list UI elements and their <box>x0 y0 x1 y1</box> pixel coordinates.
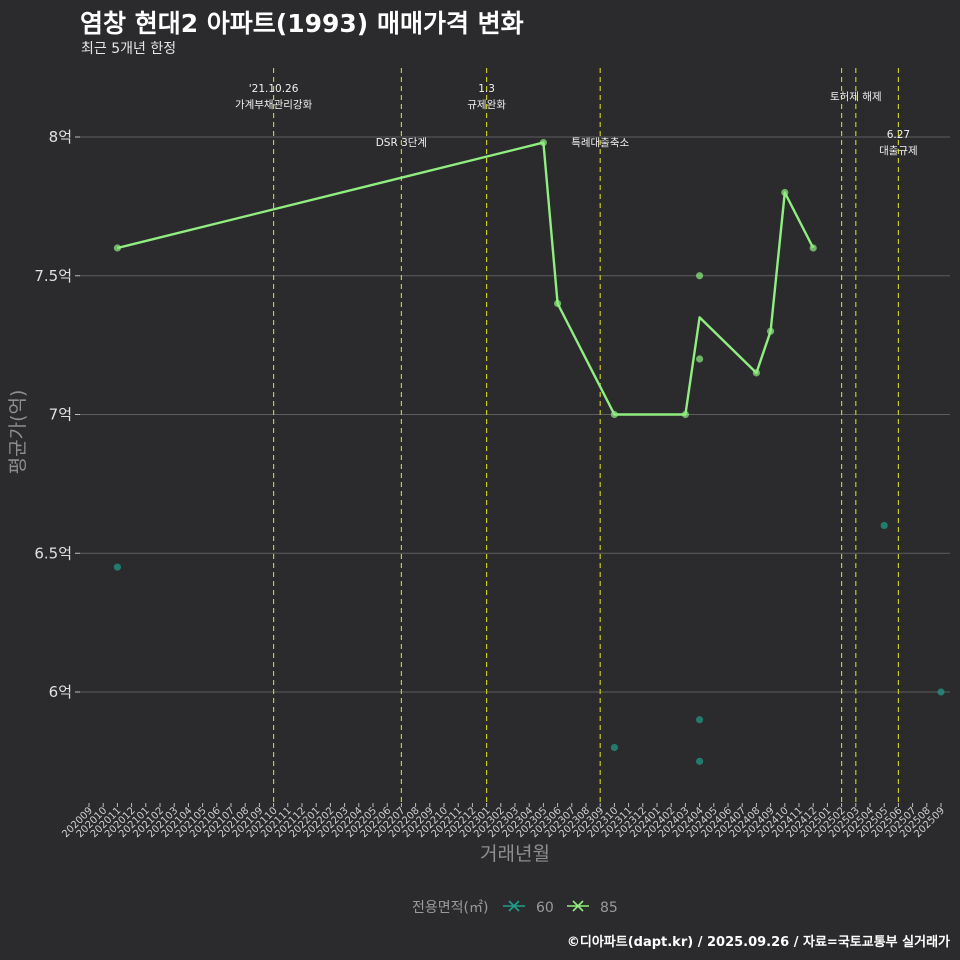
y-tick-label: 7억 <box>49 406 72 424</box>
legend-label: 85 <box>600 900 618 916</box>
y-axis-title: 평균가(억) <box>7 390 29 475</box>
data-point-85 <box>696 272 704 280</box>
data-point-85 <box>809 244 817 252</box>
event-label: 6.27 <box>887 129 910 141</box>
data-point-85 <box>539 138 548 147</box>
y-tick-label: 7.5억 <box>34 267 72 285</box>
data-point-60 <box>696 757 704 765</box>
legend-label: 60 <box>536 900 554 916</box>
data-point-85 <box>113 244 121 252</box>
legend-swatch-cross <box>508 900 520 912</box>
legend-swatch-cross <box>572 900 584 912</box>
gridlines <box>75 136 950 693</box>
event-label: 가계부채관리강화 <box>235 99 313 111</box>
data-point-60 <box>610 743 619 752</box>
data-point-85 <box>610 410 619 419</box>
chart-subtitle: 최근 5개년 한정 <box>81 41 177 57</box>
event-label: 규제완화 <box>467 98 506 111</box>
legend: 전용면적(㎡) 60 85 <box>412 900 618 916</box>
data-point-85 <box>681 410 690 419</box>
series-line-85 <box>117 141 815 416</box>
data-point-85 <box>781 188 789 197</box>
y-tick-label: 6억 <box>49 683 72 701</box>
data-point-60 <box>937 688 945 696</box>
legend-entry-85: 85 <box>567 900 618 916</box>
x-axis-title: 거래년월 <box>480 843 550 865</box>
x-axis-ticks: 2020092020102020112020122021012021022021… <box>60 803 947 840</box>
chart-title: 염창 현대2 아파트(1993) 매매가격 변화 <box>80 9 524 38</box>
legend-entry-60: 60 <box>503 900 554 916</box>
source-footer: ©디아파트(dapt.kr) / 2025.09.26 / 자료=국토교통부 실… <box>566 935 950 950</box>
data-point-60 <box>696 716 704 724</box>
event-label: 대출규제 <box>879 145 918 157</box>
data-point-85 <box>696 355 704 363</box>
data-point-60 <box>113 563 121 571</box>
event-label: DSR 3단계 <box>376 137 427 149</box>
y-tick-label: 8억 <box>49 128 72 146</box>
data-point-85 <box>752 369 761 377</box>
data-points <box>113 138 945 765</box>
event-label: 토허제 해제 <box>830 90 882 103</box>
y-axis-ticks: 6억 6.5억 7억 7.5억 8억 <box>34 128 72 701</box>
data-point-85 <box>767 327 775 335</box>
series-lines <box>117 141 815 416</box>
y-tick-label: 6.5억 <box>34 544 72 562</box>
event-label: 1.3 <box>478 83 495 95</box>
event-label: '21.10.26 <box>249 83 299 95</box>
legend-title: 전용면적(㎡) <box>412 900 488 916</box>
data-point-60 <box>880 521 888 530</box>
event-label: 특례대출축소 <box>571 137 629 149</box>
data-point-85 <box>554 299 562 308</box>
